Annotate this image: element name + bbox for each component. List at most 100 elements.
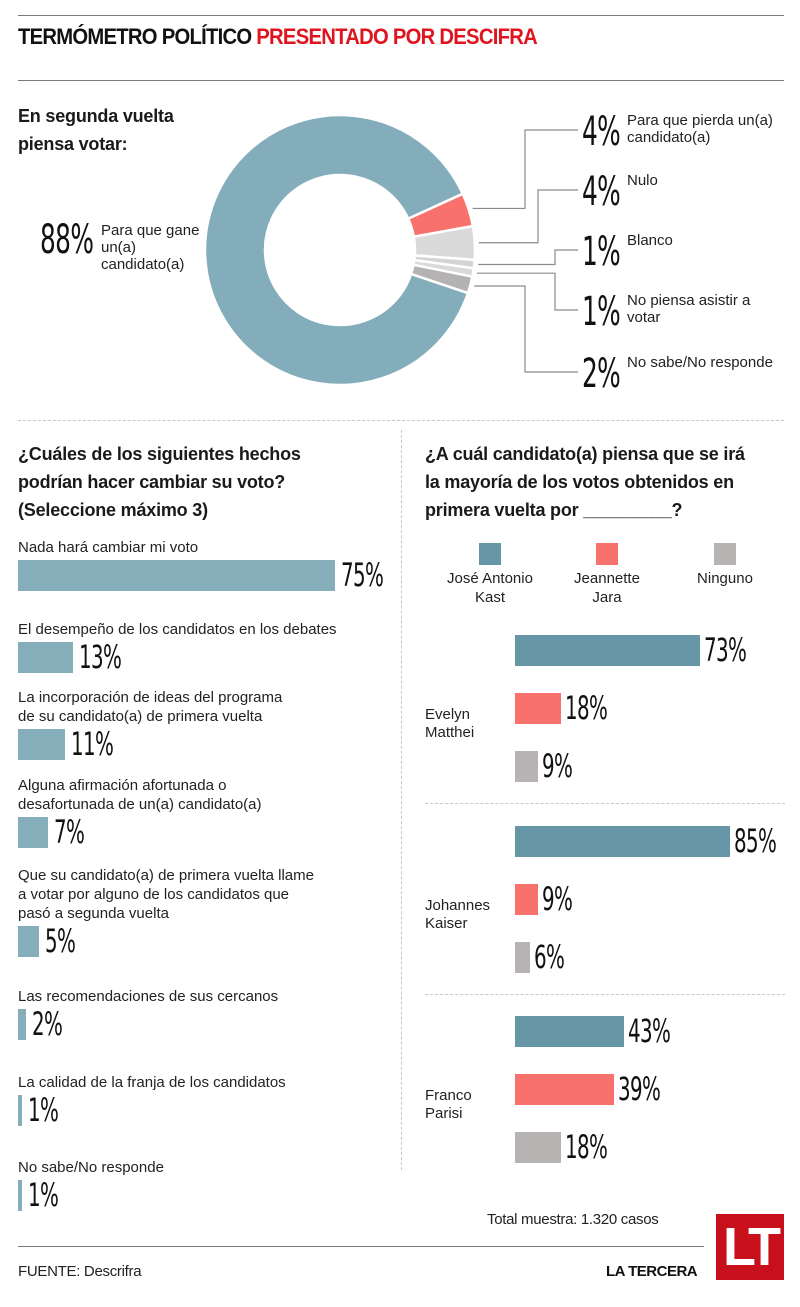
legend-swatch-jara bbox=[596, 543, 618, 565]
brand-logo: LT bbox=[716, 1214, 784, 1280]
legend-label: José Antonio Kast bbox=[425, 569, 555, 607]
factor-bar bbox=[18, 817, 48, 848]
candidate-name: Franco Parisi bbox=[425, 1087, 472, 1123]
section-divider bbox=[18, 420, 784, 421]
factor-value: 13% bbox=[78, 638, 122, 676]
title-sponsor: PRESENTADO POR DESCIFRA bbox=[256, 24, 537, 49]
legend-swatch-kast bbox=[479, 543, 501, 565]
factor-label: La calidad de la franja de los candidato… bbox=[18, 1073, 286, 1092]
transfer-title-line: la mayoría de los votos obtenidos en bbox=[425, 472, 734, 492]
donut-label-pct: 1% bbox=[582, 229, 621, 275]
factor-label-line: pasó a segunda vuelta bbox=[18, 905, 169, 922]
legend-label: Ninguno bbox=[660, 569, 790, 588]
donut-label-pct: 1% bbox=[582, 289, 621, 335]
donut-title-text: En segunda vuelta piensa votar: bbox=[18, 106, 174, 154]
factor-bar bbox=[18, 926, 40, 957]
transfer-value: 9% bbox=[541, 747, 573, 785]
donut-label-text: Para que pierda un(a) candidato(a) bbox=[627, 112, 773, 146]
factor-value: 2% bbox=[32, 1005, 63, 1043]
factors-title-line: (Seleccione máximo 3) bbox=[18, 500, 208, 520]
candidate-name-line: Matthei bbox=[425, 724, 475, 741]
transfer-bar-ninguno bbox=[515, 751, 538, 782]
leader-line bbox=[478, 249, 578, 266]
factor-label-line: El desempeño de los candidatos en los de… bbox=[18, 621, 337, 638]
factor-label: Nada hará cambiar mi voto bbox=[18, 538, 198, 557]
factor-value: 5% bbox=[45, 922, 76, 960]
factor-label: El desempeño de los candidatos en los de… bbox=[18, 620, 337, 639]
factor-label: Que su candidato(a) de primera vuelta ll… bbox=[18, 866, 314, 923]
slice-nsnr bbox=[409, 263, 474, 295]
donut-label-text: No sabe/No responde bbox=[627, 354, 773, 371]
donut-label-text: Blanco bbox=[627, 232, 673, 249]
factor-label-line: Alguna afirmación afortunada o bbox=[18, 777, 227, 794]
donut-label-pct: 4% bbox=[582, 109, 621, 155]
transfer-value: 43% bbox=[627, 1012, 671, 1050]
factor-label-line: a votar por alguno de los candidatos que bbox=[18, 886, 290, 903]
logo-text: LT bbox=[723, 1217, 781, 1277]
candidate-name-line: Evelyn bbox=[425, 706, 471, 723]
legend-label: Jeannette Jara bbox=[542, 569, 672, 607]
transfer-bar-ninguno bbox=[515, 1132, 561, 1163]
header-rule bbox=[18, 80, 784, 81]
legend-label-line: Jeannette bbox=[574, 570, 640, 587]
factors-title-line: podrían hacer cambiar su voto? bbox=[18, 472, 286, 492]
transfer-value: 18% bbox=[564, 1128, 608, 1166]
group-divider bbox=[425, 803, 785, 804]
transfer-value: 9% bbox=[541, 880, 573, 918]
column-divider bbox=[401, 430, 402, 1170]
legend-label-line: Ninguno bbox=[697, 570, 753, 587]
transfer-bar-jara bbox=[515, 1074, 614, 1105]
candidate-name-line: Johannes bbox=[425, 897, 491, 914]
title-main: TERMÓMETRO POLÍTICO bbox=[18, 24, 252, 49]
factor-label-line: La calidad de la franja de los candidato… bbox=[18, 1074, 286, 1091]
factor-value: 7% bbox=[53, 813, 85, 851]
factor-label-line: Nada hará cambiar mi voto bbox=[18, 539, 199, 556]
factor-bar bbox=[18, 642, 73, 673]
candidate-name-line: Kaiser bbox=[425, 915, 468, 932]
factor-bar bbox=[18, 560, 336, 591]
factor-label-line: Las recomendaciones de sus cercanos bbox=[18, 988, 279, 1005]
slice-gane bbox=[203, 113, 470, 387]
legend-swatch-ninguno bbox=[714, 543, 736, 565]
factor-bar bbox=[18, 1180, 23, 1211]
candidate-name: Evelyn Matthei bbox=[425, 706, 474, 742]
page-title: TERMÓMETRO POLÍTICO PRESENTADO POR DESCI… bbox=[18, 24, 538, 50]
factor-label: No sabe/No responde bbox=[18, 1158, 164, 1177]
legend-label-line: Kast bbox=[474, 589, 505, 606]
donut-main-pct: 88% bbox=[40, 217, 94, 263]
leader-line bbox=[477, 272, 578, 311]
donut-label-pct: 4% bbox=[582, 169, 621, 215]
transfer-bar-jara bbox=[515, 693, 561, 724]
candidate-name: Johannes Kaiser bbox=[425, 897, 490, 933]
transfer-bar-kast bbox=[515, 1016, 624, 1047]
factor-label-line: No sabe/No responde bbox=[18, 1159, 164, 1176]
factors-title-line: ¿Cuáles de los siguientes hechos bbox=[18, 444, 301, 464]
factor-value: 1% bbox=[28, 1176, 59, 1214]
legend-label-line: José Antonio bbox=[447, 570, 533, 587]
factor-bar bbox=[18, 1095, 23, 1126]
transfer-value: 73% bbox=[703, 631, 747, 669]
transfer-bar-kast bbox=[515, 826, 731, 857]
group-divider bbox=[425, 994, 785, 995]
leader-line bbox=[478, 189, 578, 244]
factor-label-line: La incorporación de ideas del programa bbox=[18, 689, 283, 706]
donut-label-pct: 2% bbox=[582, 351, 621, 397]
transfer-value: 85% bbox=[734, 822, 777, 860]
total-sample: Total muestra: 1.320 casos bbox=[487, 1211, 659, 1228]
source-note: FUENTE: Descrifra bbox=[18, 1263, 142, 1280]
donut-label-text: Nulo bbox=[627, 172, 658, 189]
top-rule bbox=[18, 15, 784, 16]
factors-title: ¿Cuáles de los siguientes hechos podrían… bbox=[18, 440, 388, 524]
factor-value: 1% bbox=[28, 1091, 59, 1129]
leader-line bbox=[472, 129, 578, 210]
candidate-name-line: Parisi bbox=[425, 1105, 463, 1122]
factor-bar bbox=[18, 1009, 27, 1040]
factor-label-line: Que su candidato(a) de primera vuelta ll… bbox=[18, 867, 314, 884]
transfer-title: ¿A cuál candidato(a) piensa que se irá l… bbox=[425, 440, 795, 524]
donut-chart bbox=[203, 113, 578, 387]
transfer-value: 6% bbox=[534, 938, 565, 976]
legend-label-line: Jara bbox=[592, 589, 622, 606]
transfer-bar-ninguno bbox=[515, 942, 531, 973]
donut-label-text: No piensa asistir a votar bbox=[627, 292, 751, 326]
factor-bar bbox=[18, 729, 65, 760]
